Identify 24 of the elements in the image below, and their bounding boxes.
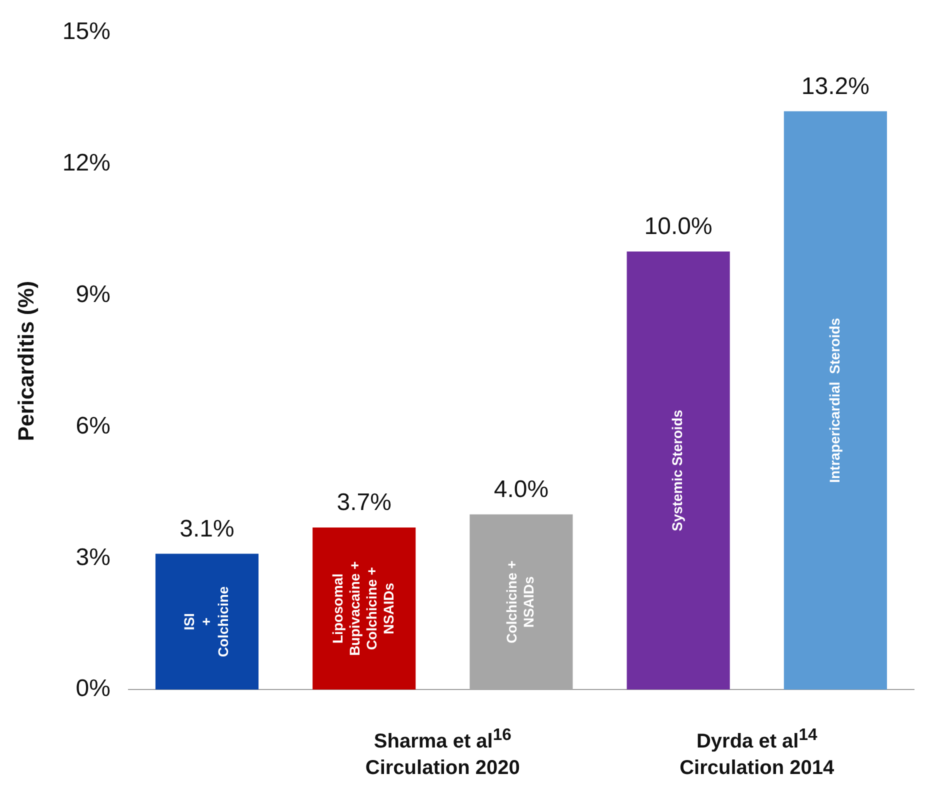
- x-tick-label: ISI + Colchicine: [180, 586, 231, 658]
- y-tick-label: 15%: [62, 18, 110, 46]
- data-label: 10.0%: [644, 213, 712, 240]
- y-tick-label: 9%: [76, 280, 110, 308]
- bar: [312, 527, 416, 690]
- bar: [470, 514, 573, 690]
- x-tick-label: Colchicine + NSAIDs: [504, 560, 537, 644]
- x-tick-label: Intrapericardial Steroids: [826, 318, 842, 483]
- data-label: 3.7%: [336, 489, 392, 516]
- y-tick-label: 6%: [76, 412, 110, 440]
- text: Sharma et al$^{16}$ Circulation 2020: [364, 724, 521, 781]
- bar: [155, 554, 259, 690]
- x-tick-label: Systemic Steroids: [669, 410, 686, 532]
- x-tick-label: Liposomal Bupivacaine + Colchicine + NSAIDs: [329, 561, 396, 656]
- data-label: 13.2%: [801, 72, 870, 100]
- y-tick-label: 3%: [76, 544, 110, 571]
- data-label: 4.0%: [494, 476, 549, 503]
- y-tick-label: 0%: [76, 675, 110, 702]
- text: Dyrda et al$^{14}$ Circulation 2014: [678, 724, 836, 781]
- bar: [784, 111, 887, 690]
- y-axis-title: Pericarditis (%): [13, 280, 38, 442]
- bar: [626, 251, 730, 690]
- data-label: 3.1%: [180, 515, 234, 542]
- y-tick-label: 12%: [62, 149, 110, 176]
